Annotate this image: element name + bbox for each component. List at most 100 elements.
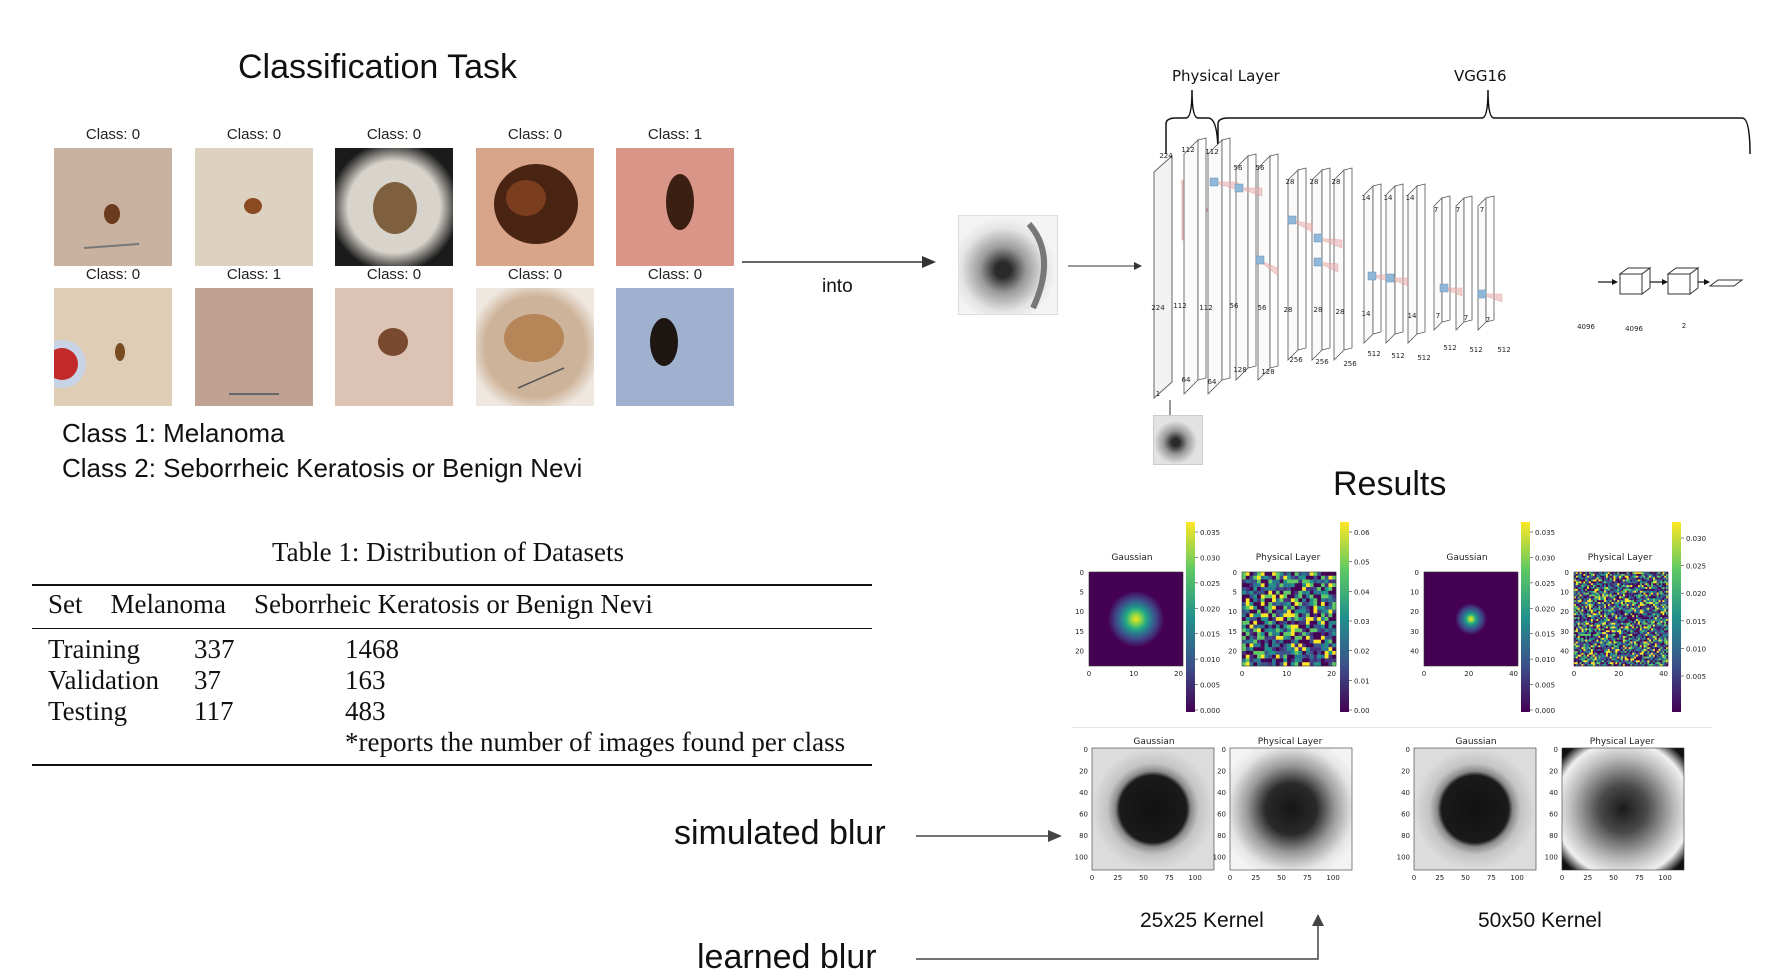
vgg-blocks bbox=[1183, 137, 1503, 395]
distribution-table: Set Melanoma Seborrheic Keratosis or Ben… bbox=[34, 589, 667, 620]
colorbar-tick: 0.025 bbox=[1535, 580, 1555, 588]
tick-label: 20 bbox=[1614, 670, 1623, 678]
vgg16-brace bbox=[1217, 89, 1751, 155]
dimension-label: 14 bbox=[1362, 194, 1371, 202]
lesion-image bbox=[54, 148, 172, 266]
simulated-blur-arrow bbox=[916, 830, 1062, 842]
channel-label: 128 bbox=[1261, 368, 1274, 376]
colorbar-tick: 0.010 bbox=[1200, 656, 1220, 664]
channel-label: 256 bbox=[1343, 360, 1357, 368]
tick-label: 0 bbox=[1572, 670, 1576, 678]
kernel-box bbox=[1313, 233, 1323, 243]
dimension-label: 112 bbox=[1181, 146, 1194, 154]
tick-label: 50 bbox=[1139, 874, 1148, 882]
colorbar-tick: 0.04 bbox=[1354, 588, 1370, 596]
tick-label: 40 bbox=[1549, 789, 1558, 797]
conv-block bbox=[1257, 153, 1279, 381]
dimension-labels: 224 112 112 56 56 28 28 28 14 14 14 7 7 7 224 112 112 56 5… bbox=[1151, 146, 1686, 398]
colorbar-tick: 0.030 bbox=[1535, 554, 1555, 562]
dimension-label: 56 bbox=[1230, 302, 1239, 310]
dimension-label: 28 bbox=[1332, 178, 1341, 186]
table-row: Validation 37 163 bbox=[34, 665, 859, 696]
physical-layer-brace bbox=[1165, 89, 1219, 155]
kernel-box bbox=[1287, 215, 1297, 225]
sample-label: Class: 1 bbox=[647, 126, 703, 143]
physical-layer-label: Physical Layer bbox=[1172, 67, 1280, 85]
kernel-label-25: 25x25 Kernel bbox=[1140, 909, 1264, 932]
blurred-images: Gaussian 0 20 40 60 80 100 0 25 50 75 100 Physical… bbox=[1075, 737, 1685, 882]
table-cell: 163 bbox=[345, 665, 386, 695]
dimension-label: 56 bbox=[1258, 304, 1267, 312]
tick-label: 100 bbox=[1075, 854, 1088, 862]
channel-label: 64 bbox=[1208, 378, 1217, 386]
dimension-label: 7 bbox=[1436, 312, 1440, 320]
kernel-box bbox=[1255, 255, 1265, 265]
colorbar-tick: 0.03 bbox=[1354, 618, 1370, 626]
lesion-image bbox=[616, 148, 734, 266]
input-image bbox=[958, 215, 1058, 315]
simulated-blur-label: simulated blur bbox=[674, 814, 886, 852]
physical-layer-slab bbox=[1153, 154, 1173, 400]
conv-block bbox=[1333, 167, 1353, 361]
table-cell: 37 bbox=[194, 665, 221, 695]
gaussian-title: Gaussian bbox=[1446, 553, 1487, 563]
channel-label: 4096 bbox=[1577, 323, 1595, 331]
gaussian-title: Gaussian bbox=[1133, 737, 1174, 747]
table-row: Testing 117 483 bbox=[34, 696, 859, 727]
physical-kernel-25 bbox=[1242, 572, 1337, 667]
dimension-label: 28 bbox=[1314, 306, 1323, 314]
dimension-label: 28 bbox=[1284, 306, 1293, 314]
channel-label: 512 bbox=[1469, 346, 1482, 354]
tick-label: 10 bbox=[1560, 589, 1569, 597]
channel-label: 512 bbox=[1443, 344, 1456, 352]
dimension-label: 14 bbox=[1408, 312, 1417, 320]
channel-label: 4096 bbox=[1625, 325, 1643, 333]
tick-label: 20 bbox=[1410, 608, 1419, 616]
tick-label: 25 bbox=[1113, 874, 1122, 882]
sample-label: Class: 0 bbox=[647, 266, 703, 283]
tick-label: 40 bbox=[1659, 670, 1668, 678]
table-cell: 337 bbox=[194, 634, 235, 664]
conv-block bbox=[1287, 167, 1307, 361]
conv-block bbox=[1385, 183, 1404, 344]
tick-label: 0 bbox=[1554, 746, 1558, 754]
tick-label: 60 bbox=[1401, 811, 1410, 819]
tick-label: 80 bbox=[1217, 832, 1226, 840]
colorbar-tick: 0.010 bbox=[1686, 645, 1706, 653]
dimension-label: 224 bbox=[1159, 152, 1173, 160]
dimension-label: 7 bbox=[1480, 206, 1484, 214]
conv-block bbox=[1433, 195, 1451, 331]
tick-label: 75 bbox=[1487, 874, 1496, 882]
dimension-label: 7 bbox=[1456, 206, 1460, 214]
tick-label: 50 bbox=[1609, 874, 1618, 882]
table-row: Training 337 1468 bbox=[34, 634, 859, 665]
dense-layers bbox=[1598, 267, 1744, 295]
dimension-label: 28 bbox=[1336, 308, 1345, 316]
tick-label: 50 bbox=[1461, 874, 1470, 882]
tick-label: 0 bbox=[1406, 746, 1410, 754]
tick-label: 80 bbox=[1401, 832, 1410, 840]
kernel-cone bbox=[1315, 237, 1343, 249]
physical-blur-image-50 bbox=[1561, 747, 1685, 871]
tick-label: 100 bbox=[1545, 854, 1558, 862]
class-legend-1: Class 1: Melanoma bbox=[62, 418, 285, 448]
tick-label: 80 bbox=[1079, 832, 1088, 840]
tick-label: 20 bbox=[1549, 768, 1558, 776]
table-mid-rule bbox=[32, 628, 872, 629]
gaussian-kernel-25 bbox=[1089, 572, 1183, 666]
dimension-label: 56 bbox=[1256, 164, 1265, 172]
channel-label: 1 bbox=[1156, 390, 1160, 398]
tick-label: 0 bbox=[1228, 874, 1232, 882]
tick-label: 0 bbox=[1422, 670, 1426, 678]
colorbar-tick: 0.015 bbox=[1200, 631, 1220, 639]
tick-label: 100 bbox=[1326, 874, 1339, 882]
dimension-label: 28 bbox=[1286, 178, 1295, 186]
into-arrow bbox=[742, 256, 936, 268]
colorbar-tick: 0.005 bbox=[1200, 682, 1220, 690]
tick-label: 40 bbox=[1509, 670, 1518, 678]
colorbar-tick: 0.020 bbox=[1686, 590, 1706, 598]
tick-label: 75 bbox=[1303, 874, 1312, 882]
colorbar-tick: 0.005 bbox=[1686, 673, 1706, 681]
table-note: *reports the number of images found per … bbox=[345, 727, 846, 757]
physical-kernel-50 bbox=[1574, 572, 1669, 667]
